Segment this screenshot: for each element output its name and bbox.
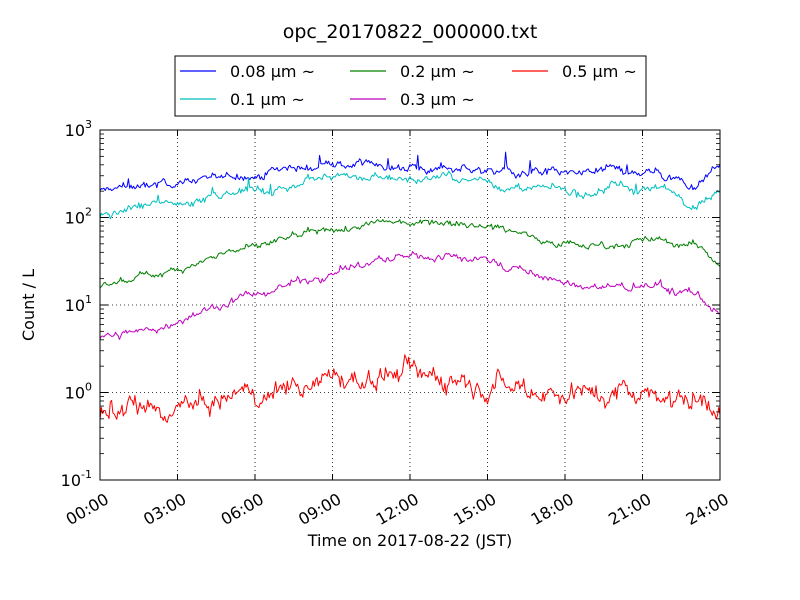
y-tick-label: 101: [65, 293, 92, 315]
series-line-4: [99, 251, 721, 340]
chart-title: opc_20170822_000000.txt: [283, 21, 538, 43]
x-axis-label: Time on 2017-08-22 (JST): [307, 531, 512, 550]
y-tick-label: 102: [65, 206, 92, 228]
series-line-3: [99, 219, 721, 289]
series-line-1: [99, 151, 721, 192]
y-tick-label: 10-1: [61, 468, 92, 490]
series-layer: [99, 151, 721, 423]
y-minor-ticks: [100, 133, 720, 455]
legend-label: 0.08 μm ~: [230, 62, 315, 81]
legend-label: 0.5 μm ~: [562, 62, 637, 81]
y-tick-label: 103: [65, 118, 92, 140]
legend: 0.08 μm ~ 0.1 μm ~ 0.2 μm ~ 0.3 μm ~ 0.5 μm …: [174, 55, 647, 117]
grid: [100, 130, 720, 480]
legend-label: 0.1 μm ~: [230, 90, 305, 109]
legend-box: [174, 55, 647, 117]
legend-label: 0.3 μm ~: [400, 90, 475, 109]
y-axis-ticks: 10-1 100 101 102 103: [61, 118, 720, 490]
legend-label: 0.2 μm ~: [400, 62, 475, 81]
series-line-5: [99, 354, 721, 423]
series-line-2: [99, 170, 721, 220]
y-tick-label: 100: [65, 381, 92, 403]
y-axis-label: Count / L: [19, 269, 38, 341]
